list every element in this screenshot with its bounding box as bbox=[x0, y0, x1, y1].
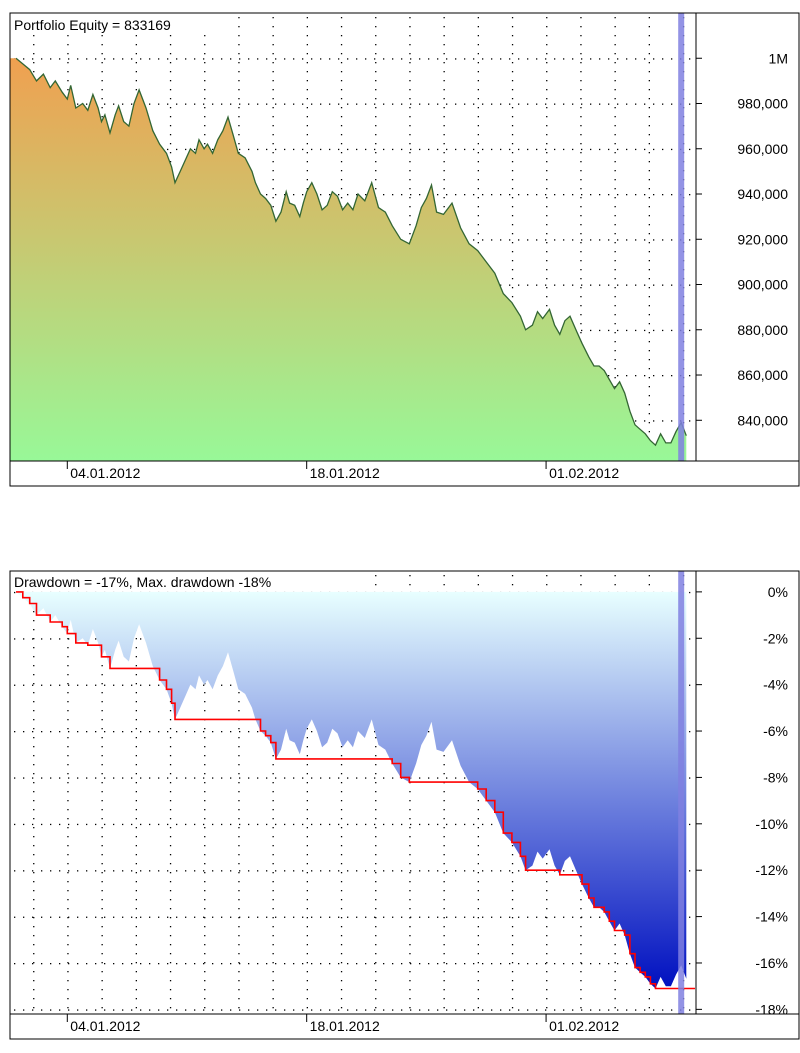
drawdown-date-axis-frame bbox=[9, 1013, 800, 1040]
y-tick-label: -4% bbox=[763, 677, 788, 693]
equity-y-axis: 1M 980,000 960,000 940,000 920,000 900,000 880… bbox=[696, 50, 788, 428]
cursor-bar[interactable] bbox=[678, 571, 685, 1014]
x-tick-label: 04.01.2012 bbox=[70, 465, 140, 481]
drawdown-y-axis: 0% -2% -4% -6% -8% -10% -12% -14% -16% -18% bbox=[696, 584, 788, 1017]
y-tick-label: 860,000 bbox=[737, 367, 788, 383]
equity-x-axis: 04.01.2012 18.01.2012 01.02.2012 bbox=[66, 461, 619, 481]
y-tick-label: -10% bbox=[755, 816, 788, 832]
y-tick-label: -18% bbox=[755, 1001, 788, 1017]
y-tick-label: 980,000 bbox=[737, 96, 788, 112]
x-tick-label: 18.01.2012 bbox=[310, 465, 380, 481]
y-tick-label: 920,000 bbox=[737, 231, 788, 247]
drawdown-x-axis: 04.01.2012 18.01.2012 01.02.2012 bbox=[66, 1014, 619, 1034]
drawdown-chart: Drawdown = -17%, Max. drawdown -18% 0% -2… bbox=[9, 570, 800, 1040]
y-tick-label: 940,000 bbox=[737, 186, 788, 202]
drawdown-title: Drawdown = -17%, Max. drawdown -18% bbox=[14, 574, 271, 590]
y-tick-label: -16% bbox=[755, 955, 788, 971]
y-tick-label: -6% bbox=[763, 723, 788, 739]
y-tick-label: -8% bbox=[763, 769, 788, 785]
y-tick-label: 0% bbox=[768, 584, 788, 600]
equity-line bbox=[15, 57, 687, 447]
x-tick-label: 18.01.2012 bbox=[310, 1018, 380, 1034]
y-tick-label: 900,000 bbox=[737, 277, 788, 293]
y-tick-label: -2% bbox=[763, 630, 788, 646]
x-tick-label: 04.01.2012 bbox=[70, 1018, 140, 1034]
y-tick-label: -14% bbox=[755, 909, 788, 925]
equity-title: Portfolio Equity = 833169 bbox=[14, 17, 171, 33]
equity-chart: Portfolio Equity = 833169 1M 980,000 960,0… bbox=[9, 12, 800, 487]
equity-date-axis-frame bbox=[9, 460, 800, 487]
y-tick-label: 840,000 bbox=[737, 412, 788, 428]
x-tick-label: 01.02.2012 bbox=[549, 1018, 619, 1034]
y-tick-label: 960,000 bbox=[737, 141, 788, 157]
y-tick-label: 880,000 bbox=[737, 322, 788, 338]
equity-area bbox=[10, 58, 687, 462]
y-tick-label: 1M bbox=[769, 50, 788, 66]
y-tick-label: -12% bbox=[755, 862, 788, 878]
cursor-bar[interactable] bbox=[678, 13, 685, 461]
x-tick-label: 01.02.2012 bbox=[549, 465, 619, 481]
max-drawdown-line bbox=[16, 591, 695, 990]
drawdown-area bbox=[10, 591, 687, 989]
